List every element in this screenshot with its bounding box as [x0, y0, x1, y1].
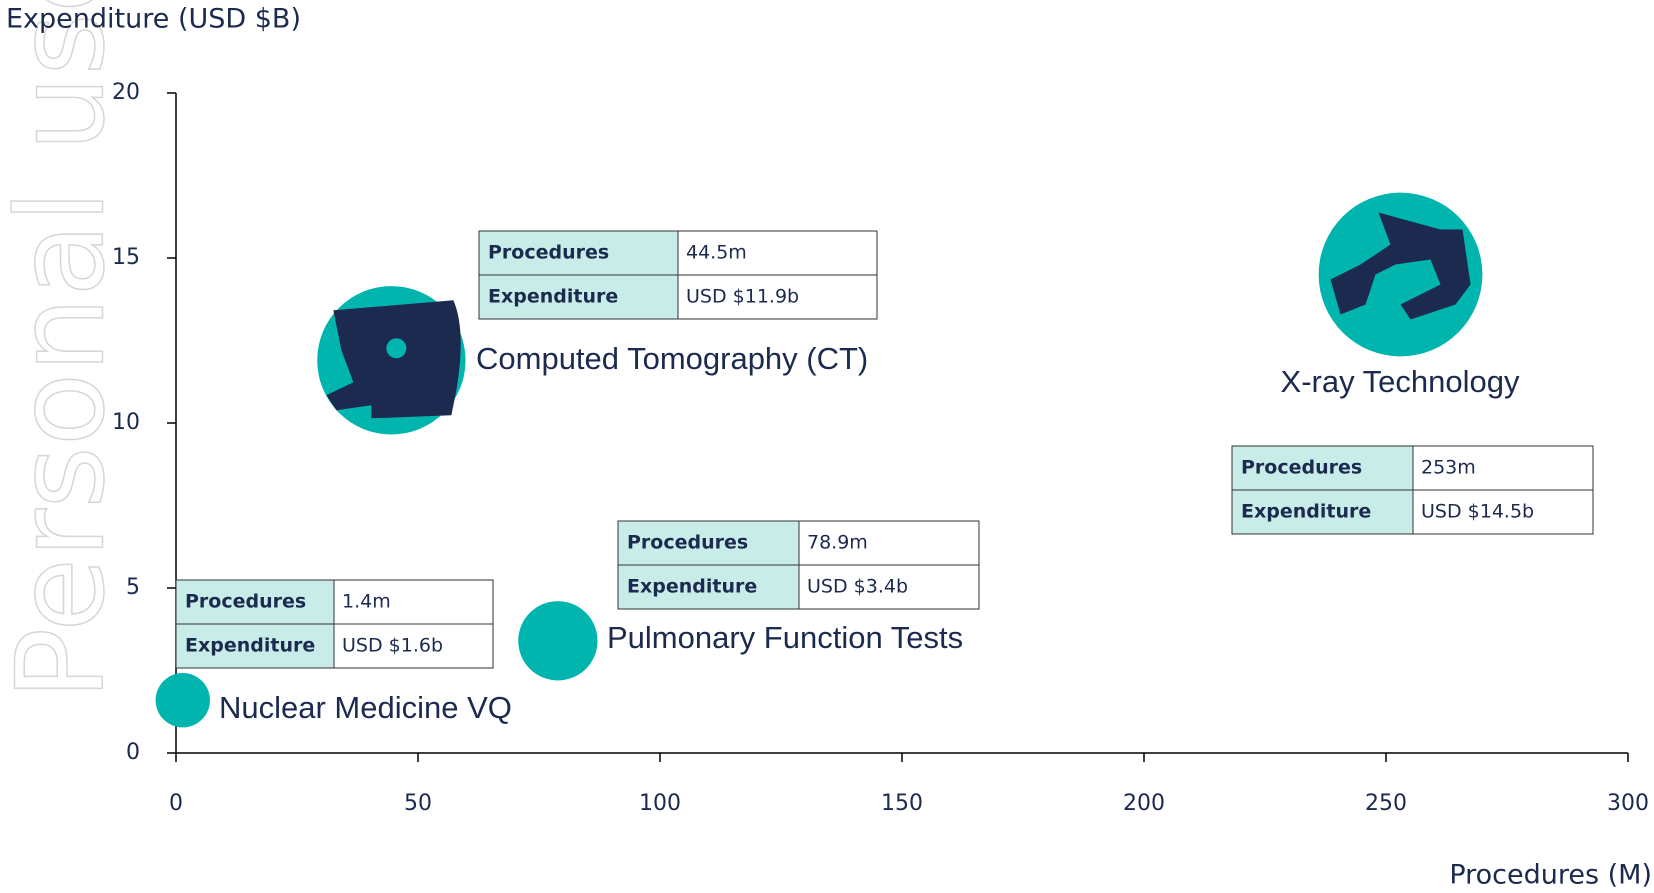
x-tick-label: 50 [404, 791, 432, 816]
table-value: USD $3.4b [807, 576, 908, 598]
table-row-label: Procedures [185, 591, 306, 613]
bubble-label: Pulmonary Function Tests [607, 620, 963, 655]
table-value: 253m [1421, 457, 1476, 479]
y-axis-title: Expenditure (USD $B) [6, 4, 301, 35]
table-row-label: Expenditure [1241, 501, 1371, 523]
table-row-label: Expenditure [185, 635, 315, 657]
x-tick-label: 250 [1365, 791, 1407, 816]
bubble-label: X-ray Technology [1281, 364, 1520, 399]
y-tick-label: 0 [126, 740, 140, 765]
table-value: USD $14.5b [1421, 501, 1534, 523]
x-tick-label: 300 [1607, 791, 1649, 816]
ct-bore [386, 338, 406, 358]
bubble [518, 601, 597, 680]
table-row-label: Expenditure [488, 286, 618, 308]
table-value: USD $11.9b [686, 286, 799, 308]
bubble-label: Computed Tomography (CT) [476, 341, 868, 376]
y-tick-label: 20 [112, 80, 140, 105]
table-value: 44.5m [686, 242, 747, 264]
chart: Personal use only Expenditure (USD $B) P… [0, 0, 1654, 893]
table-row-label: Procedures [488, 242, 609, 264]
bubble-label: Nuclear Medicine VQ [219, 690, 512, 725]
x-axis-title: Procedures (M) [1449, 860, 1652, 891]
ct-icon [326, 300, 460, 418]
table-row-label: Procedures [1241, 457, 1362, 479]
bubble [156, 673, 210, 727]
y-tick-label: 10 [112, 410, 140, 435]
table-row-label: Procedures [627, 532, 748, 554]
table-value: USD $1.6b [342, 635, 443, 657]
y-tick-label: 15 [112, 245, 140, 270]
table-value: 78.9m [807, 532, 868, 554]
table-value: 1.4m [342, 591, 391, 613]
x-tick-label: 0 [169, 791, 183, 816]
x-tick-label: 200 [1123, 791, 1165, 816]
x-tick-label: 100 [639, 791, 681, 816]
watermark: Personal use only [0, 0, 132, 700]
x-tick-label: 150 [881, 791, 923, 816]
table-row-label: Expenditure [627, 576, 757, 598]
y-tick-label: 5 [126, 575, 140, 600]
